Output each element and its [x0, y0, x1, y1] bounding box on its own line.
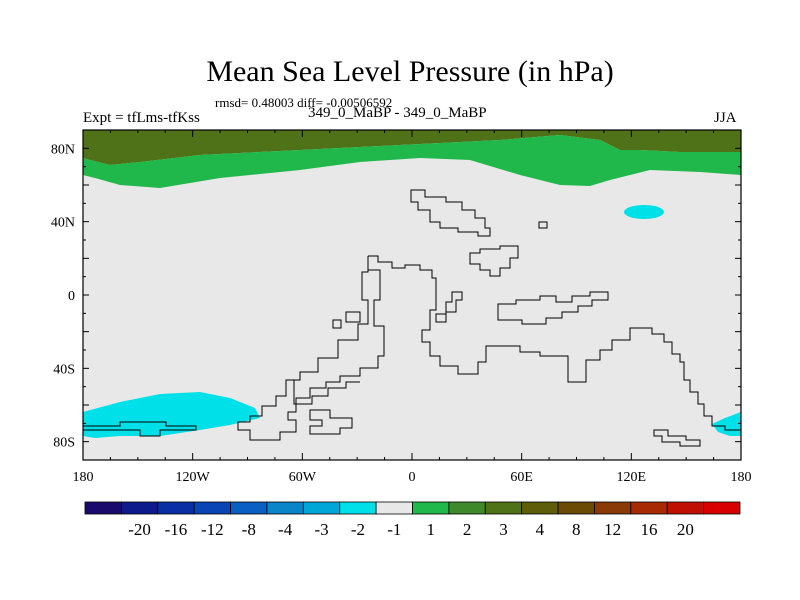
coastline-north-continent	[410, 189, 491, 237]
period-label: 349_0_MaBP - 349_0_MaBP	[308, 105, 487, 121]
colorbar-label: 4	[536, 520, 545, 539]
colorbar-label: 3	[499, 520, 508, 539]
colorbar-label: -8	[242, 520, 256, 539]
colorbar-label: 12	[604, 520, 621, 539]
coastlines	[83, 189, 741, 447]
green-contour-north	[83, 135, 741, 188]
lon-tick-label: 180	[731, 470, 752, 485]
colorbar-swatch	[120, 501, 159, 515]
lat-tick-label: 80N	[51, 142, 75, 157]
colorbar-label: 1	[426, 520, 435, 539]
colorbar-label: -16	[165, 520, 188, 539]
colorbar-label: -20	[128, 520, 151, 539]
colorbar-swatch	[412, 501, 450, 515]
coastline-west-continent	[237, 256, 385, 441]
dark-green-contour-north	[83, 130, 741, 165]
coastline-small-island	[538, 221, 548, 229]
colorbar-swatch	[230, 501, 268, 515]
colorbar-swatch	[557, 501, 595, 515]
colorbar-label: -4	[278, 520, 293, 539]
coastline-main-continent	[368, 255, 741, 431]
colorbar-label: -3	[314, 520, 328, 539]
colorbar-label: 2	[463, 520, 472, 539]
coastline-southern-shelf	[309, 409, 353, 435]
lat-tick-label: 40S	[53, 362, 75, 377]
colorbar-swatch	[630, 501, 668, 515]
colorbar-swatch	[84, 501, 122, 515]
lat-tick-label: 80S	[53, 436, 75, 451]
colorbar-label: 8	[572, 520, 581, 539]
colorbar-swatch	[157, 501, 195, 515]
lat-tick-label: 0	[68, 289, 75, 304]
colorbar-label: -2	[351, 520, 365, 539]
colorbar-swatch	[339, 501, 377, 515]
colorbar-label: -1	[387, 520, 401, 539]
colorbar-swatch	[521, 501, 559, 515]
lon-tick-label: 0	[409, 470, 416, 485]
coastline-east-fragment	[469, 245, 519, 277]
lon-tick-label: 60W	[289, 470, 317, 485]
lon-tick-label: 120W	[176, 470, 211, 485]
coastline-eastern-shelf	[497, 291, 609, 325]
colorbar-label: 16	[641, 520, 658, 539]
lat-tick-label: 40N	[51, 216, 75, 231]
coastline-southern-peninsula	[293, 380, 360, 405]
colorbar-swatch	[448, 501, 486, 515]
coastline-island-mid	[345, 311, 361, 323]
coastline-island-south	[435, 291, 463, 323]
season-label: JJA	[714, 110, 737, 126]
colorbar-swatch	[484, 501, 523, 515]
lon-tick-label: 60E	[510, 470, 533, 485]
coastline-island-west	[332, 319, 342, 329]
cyan-contour-south-pacific	[83, 392, 260, 438]
map-title: Mean Sea Level Pressure (in hPa)	[206, 55, 614, 88]
stats-text: rmsd= 0.48003 diff= -0.00506592	[215, 95, 393, 110]
coastline-antarctic-east	[653, 429, 701, 447]
lon-tick-label: 180	[73, 470, 94, 485]
colorbar-swatch	[266, 501, 304, 515]
colorbar-swatch	[594, 501, 632, 515]
colorbar-swatch	[302, 501, 341, 515]
colorbar-label: -12	[201, 520, 224, 539]
colorbar-swatch	[703, 501, 741, 515]
colorbar-swatch	[193, 501, 231, 515]
colorbar-swatch	[375, 501, 413, 515]
axis-ticks: 80N 40N 0 40S 80S 180 120W 60W 0 60E 120E 180	[51, 129, 752, 485]
cyan-contour-north-pacific	[624, 205, 664, 219]
experiment-label: Expt = tfLms-tfKss	[83, 110, 200, 126]
colorbar: -20 -16 -12 -8 -4 -3 -2 -1 1 2 3 4 8 12 16 20	[84, 501, 741, 539]
lon-tick-label: 120E	[617, 470, 647, 485]
colorbar-swatch	[666, 501, 705, 515]
colorbar-label: 20	[677, 520, 694, 539]
coastline-antarctic-pacific	[83, 421, 197, 437]
